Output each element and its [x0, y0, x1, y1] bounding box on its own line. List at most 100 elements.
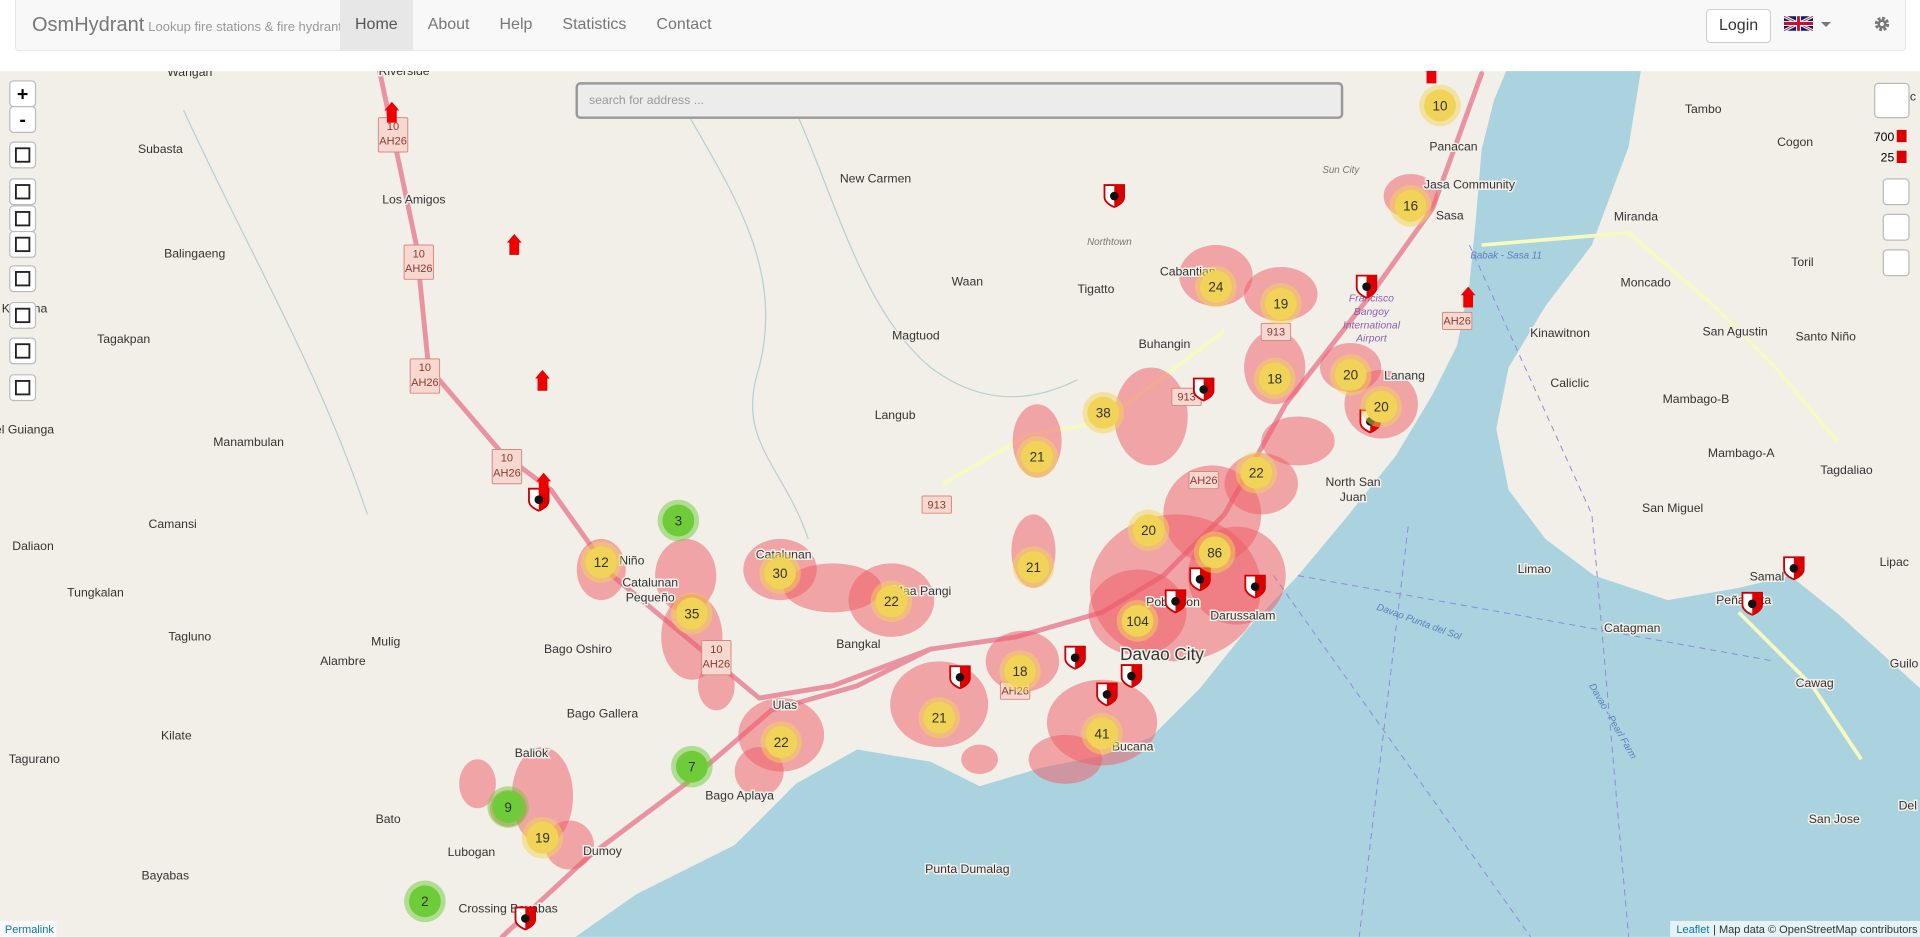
cluster-marker[interactable]: 3	[657, 499, 700, 542]
map-tool-button[interactable]	[9, 230, 37, 258]
place-label: Waan	[952, 274, 984, 288]
cluster-marker[interactable]: 21	[1012, 546, 1055, 588]
fire-station-marker[interactable]	[1120, 664, 1143, 689]
fire-station-marker[interactable]	[1192, 377, 1215, 402]
nav-item[interactable]: About	[427, 16, 470, 33]
cluster-marker[interactable]: 38	[1082, 391, 1125, 434]
airport-label: International	[1343, 320, 1401, 331]
cluster-marker[interactable]: 22	[870, 580, 913, 623]
cluster-marker[interactable]: 7	[671, 745, 713, 788]
fire-station-marker[interactable]	[1096, 682, 1118, 707]
place-label: Limao	[1518, 562, 1552, 576]
cluster-marker[interactable]: 21	[1016, 436, 1058, 478]
map-right-button[interactable]	[1882, 213, 1910, 241]
road-shield-label: AH26	[1001, 685, 1029, 697]
cluster-core	[1334, 358, 1367, 391]
cluster-marker[interactable]: 19	[521, 816, 564, 859]
zoom-out-button[interactable]	[9, 106, 37, 133]
cluster-marker[interactable]: 20	[1329, 354, 1372, 396]
cluster-marker[interactable]: 16	[1389, 185, 1432, 227]
fire-station-marker[interactable]	[514, 906, 537, 931]
cluster-count: 22	[884, 594, 899, 609]
fire-station-marker[interactable]	[1064, 645, 1086, 670]
login-button[interactable]: Login	[1706, 9, 1772, 43]
brand-name[interactable]: OsmHydrant	[32, 14, 145, 36]
cluster-count: 86	[1207, 545, 1222, 560]
cluster-marker[interactable]: 86	[1193, 531, 1236, 574]
fire-station-marker[interactable]	[528, 487, 550, 512]
hydrant-marker[interactable]	[384, 101, 400, 123]
map-tool-button[interactable]	[9, 141, 37, 169]
map-tool-button[interactable]	[9, 178, 37, 206]
attribution-bg	[1670, 920, 1920, 937]
fire-station-marker[interactable]	[1741, 591, 1763, 616]
road-shield-label: 10	[387, 121, 399, 133]
cluster-core	[923, 701, 956, 734]
map-tool-icon	[15, 343, 31, 359]
map[interactable]: 10 AH26 10 AH26 10 AH26 10 AH26 10 AH26 913 913 AH26…	[0, 71, 1920, 937]
tagline: Lookup fire stations & fire hydrants	[148, 19, 349, 34]
cluster-marker[interactable]: 24	[1195, 265, 1237, 308]
fire-station-marker[interactable]	[1244, 574, 1266, 599]
hydrant-marker[interactable]	[536, 472, 552, 494]
cluster-marker[interactable]: 9	[487, 786, 529, 828]
map-right-button[interactable]	[1882, 178, 1910, 206]
fire-station-marker[interactable]	[1189, 567, 1211, 592]
hydrant-marker[interactable]	[1424, 71, 1439, 84]
cluster-marker[interactable]: 20	[1127, 509, 1170, 552]
settings-icon[interactable]	[1873, 15, 1891, 33]
hydrant-marker[interactable]	[1460, 286, 1476, 308]
permalink[interactable]: Permalink	[5, 924, 54, 936]
map-tool-button[interactable]	[9, 265, 37, 293]
fire-station-fill	[1255, 575, 1265, 598]
map-tool-button[interactable]	[9, 374, 37, 402]
cluster-count: 21	[1026, 560, 1041, 575]
cluster-marker[interactable]: 22	[1235, 451, 1278, 494]
fire-station-marker[interactable]	[1164, 589, 1187, 614]
cluster-marker[interactable]: 2	[404, 880, 446, 923]
hydrant-marker[interactable]	[535, 369, 550, 391]
cluster-marker[interactable]: 41	[1081, 712, 1123, 755]
nav-item[interactable]: Help	[499, 16, 533, 33]
cluster-marker[interactable]: 35	[671, 592, 713, 635]
cluster-marker[interactable]: 20	[1360, 385, 1403, 428]
fire-station-marker[interactable]	[1783, 556, 1805, 581]
fire-station-emblem	[534, 495, 544, 504]
cluster-count: 20	[1374, 400, 1389, 415]
fire-station-marker[interactable]	[1103, 184, 1126, 209]
cluster-marker[interactable]: 19	[1260, 282, 1302, 325]
map-tool-icon	[15, 184, 31, 200]
cluster-marker[interactable]: 10	[1419, 84, 1461, 127]
language-caret[interactable]	[1821, 22, 1831, 27]
cluster-count: 30	[773, 566, 788, 581]
fire-station-emblem	[1102, 690, 1112, 699]
place-label: San Miguel	[1642, 501, 1703, 515]
fire-station-marker[interactable]	[949, 665, 971, 690]
nav-item[interactable]: Home	[340, 0, 413, 50]
airport-label: Bangoy	[1354, 307, 1390, 318]
fire-station-marker[interactable]	[1355, 274, 1378, 299]
nav-item[interactable]: Contact	[656, 16, 712, 33]
cluster-marker[interactable]: 22	[760, 721, 803, 763]
nav-item[interactable]: Statistics	[562, 16, 627, 33]
map-right-button[interactable]	[1882, 249, 1910, 277]
cluster-core	[675, 597, 708, 630]
map-tool-button[interactable]	[9, 337, 37, 365]
map-right-button[interactable]	[1874, 82, 1910, 119]
place-label: Langub	[875, 408, 916, 422]
cluster-marker[interactable]: 18	[999, 650, 1041, 692]
cluster-marker[interactable]: 21	[918, 696, 960, 739]
cluster-marker[interactable]: 104	[1116, 600, 1159, 642]
brand[interactable]: OsmHydrant Lookup fire stations & fire hy…	[32, 14, 348, 37]
cluster-marker[interactable]: 12	[580, 541, 623, 583]
map-tool-button[interactable]	[9, 205, 37, 233]
cluster-marker[interactable]: 30	[759, 552, 801, 594]
search-box[interactable]	[575, 82, 1344, 119]
language-flag[interactable]	[1784, 15, 1813, 32]
attribution-link[interactable]: Leaflet	[1676, 924, 1709, 936]
cluster-count: 7	[688, 760, 695, 775]
hydrant-marker[interactable]	[506, 234, 522, 255]
cluster-marker[interactable]: 18	[1253, 357, 1296, 400]
cluster-core	[1258, 362, 1291, 395]
map-tool-button[interactable]	[9, 301, 37, 329]
